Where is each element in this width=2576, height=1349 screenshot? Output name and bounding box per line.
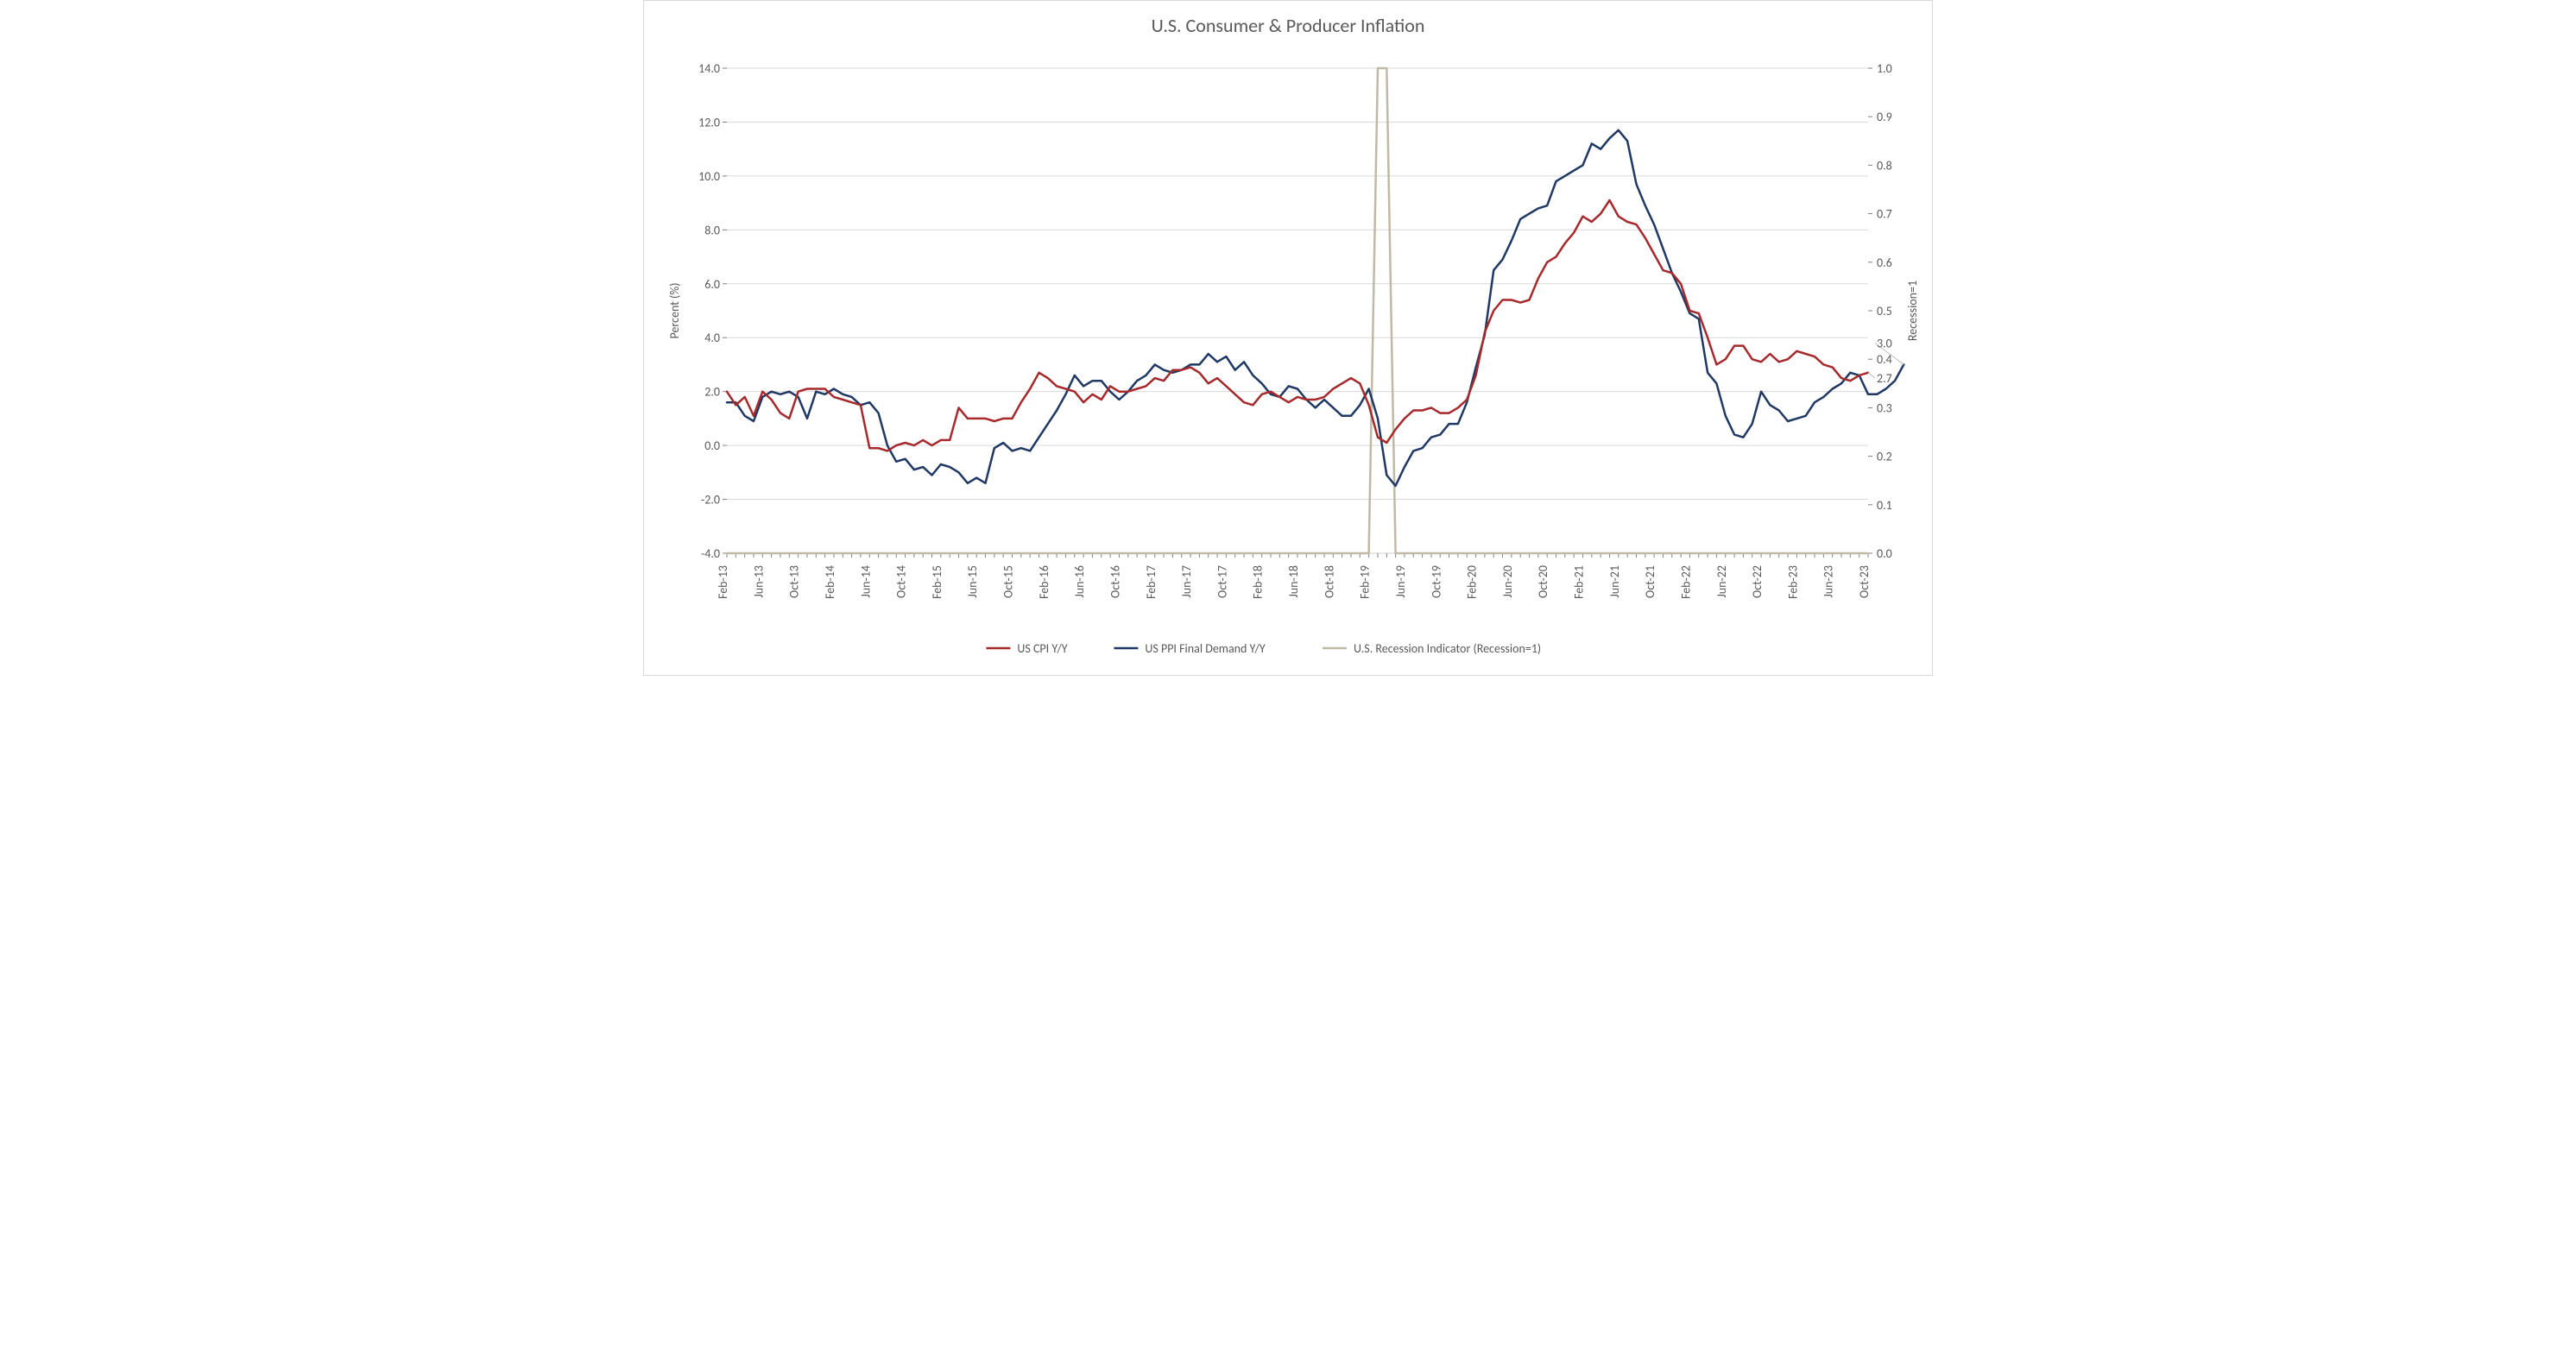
y-left-tick-label: 6.0 [704,277,720,292]
legend-label: U.S. Recession Indicator (Recession=1) [1354,641,1541,656]
y-left-tick-label: 10.0 [698,169,720,184]
x-tick-label: Feb-20 [1465,565,1480,599]
x-tick-label: Feb-18 [1251,565,1266,599]
x-tick-label: Feb-23 [1785,565,1800,599]
y-right-tick-label: 0.5 [1877,304,1892,318]
x-tick-label: Jun-15 [965,565,980,598]
x-tick-label: Oct-18 [1322,565,1336,598]
y-right-tick-label: 0.6 [1877,255,1892,270]
x-tick-label: Feb-16 [1037,565,1051,599]
series-end-label: 3.0 [1877,336,1892,350]
y-right-tick-label: 0.7 [1877,207,1892,222]
chart-container: U.S. Consumer & Producer Inflation -4.0 -2… [643,0,1933,676]
x-tick-label: Feb-13 [716,565,730,599]
x-tick-label: Feb-19 [1358,565,1373,599]
x-tick-label: Feb-15 [930,565,944,599]
series-line [727,200,1868,451]
series-line [727,68,1868,553]
x-tick-label: Oct-15 [1001,565,1016,598]
x-tick-label: Jun-13 [751,565,766,598]
end-label-connector [1868,373,1875,378]
x-tick-label: Oct-23 [1857,565,1872,598]
x-tick-label: Oct-21 [1643,565,1657,598]
x-tick-label: Jun-19 [1393,565,1408,598]
y-right-tick-label: 1.0 [1877,61,1892,76]
x-tick-label: Feb-17 [1144,565,1159,599]
x-tick-label: Oct-19 [1429,565,1443,598]
x-tick-label: Jun-23 [1822,565,1836,598]
x-tick-label: Oct-14 [894,565,909,598]
y-left-tick-label: -2.0 [701,493,720,507]
y-left-tick-label: 12.0 [698,115,720,129]
y-left-tick-label: 14.0 [698,61,720,76]
legend-label: US PPI Final Demand Y/Y [1145,641,1266,656]
y-left-axis-title: Percent (%) [667,282,682,338]
x-tick-label: Oct-17 [1215,565,1229,598]
y-left-tick-label: 0.0 [704,438,720,453]
y-right-tick-label: 0.2 [1877,450,1892,464]
y-left-tick-label: 4.0 [704,331,720,345]
x-tick-label: Jun-20 [1500,565,1515,598]
x-tick-label: Jun-16 [1072,565,1087,598]
y-right-tick-label: 0.9 [1877,110,1892,124]
series-line [727,130,1904,486]
y-right-tick-label: 0.1 [1877,498,1892,513]
y-left-tick-label: -4.0 [701,546,720,561]
x-tick-label: Feb-14 [823,565,837,599]
x-tick-label: Jun-22 [1714,565,1729,598]
x-tick-label: Jun-21 [1607,565,1622,598]
legend-label: US CPI Y/Y [1017,641,1067,656]
x-tick-label: Jun-14 [858,565,873,598]
x-tick-label: Oct-22 [1750,565,1765,598]
chart-svg: U.S. Consumer & Producer Inflation -4.0 -2… [644,1,1932,675]
x-tick-label: Oct-20 [1536,565,1550,598]
y-right-tick-label: 0.0 [1877,546,1892,561]
x-tick-label: Oct-13 [787,565,802,598]
x-tick-label: Oct-16 [1108,565,1122,598]
y-right-tick-label: 0.8 [1877,158,1892,173]
y-right-tick-label: 0.3 [1877,400,1892,415]
x-tick-label: Jun-18 [1286,565,1301,598]
chart-title: U.S. Consumer & Producer Inflation [1152,14,1425,37]
y-left-tick-label: 2.0 [704,385,720,400]
series-end-label: 2.7 [1877,371,1892,386]
y-right-axis-title: Recession=1 [1905,281,1920,341]
y-left-tick-label: 8.0 [704,223,720,237]
x-tick-label: Feb-22 [1678,565,1693,599]
x-tick-label: Jun-17 [1179,565,1194,598]
x-tick-label: Feb-21 [1572,565,1587,599]
